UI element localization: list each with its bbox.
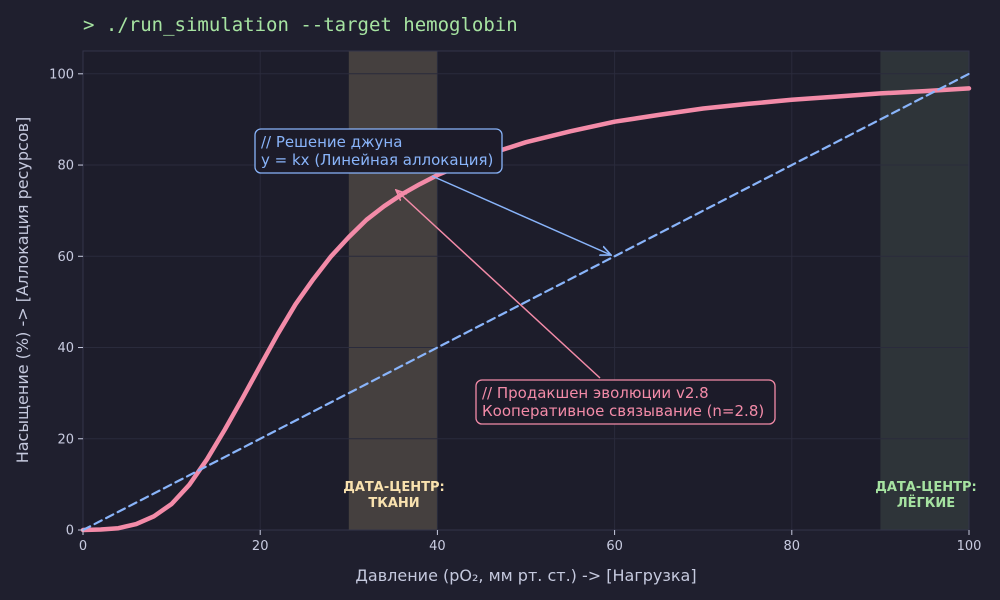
x-tick-label: 100 bbox=[957, 539, 982, 554]
x-axis-label: Давление (pO₂, мм рт. ст.) -> [Нагрузка] bbox=[355, 566, 696, 585]
junior-annotation-line1: // Решение джуна bbox=[261, 133, 402, 151]
axis-ticks: 0 20 40 60 80 100 0 20 40 60 80 100 bbox=[49, 67, 981, 554]
evolution-annotation-box bbox=[475, 379, 776, 425]
plot-area bbox=[83, 51, 969, 530]
x-tick-label: 40 bbox=[429, 539, 446, 554]
page-title: > ./run_simulation --target hemoglobin bbox=[83, 14, 518, 36]
junior-annotation-arrow bbox=[431, 175, 611, 255]
evolution-annotation-line1: // Продакшен эволюции v2.8 bbox=[482, 384, 709, 402]
evolution-annotation-arrow bbox=[396, 190, 601, 379]
x-tick-label: 80 bbox=[784, 539, 801, 554]
y-tick-label: 40 bbox=[57, 341, 74, 356]
y-axis-label: Насыщение (%) -> [Аллокация ресурсов] bbox=[13, 117, 32, 464]
plot-frame bbox=[82, 50, 970, 531]
lung-zone-band bbox=[880, 51, 969, 530]
evolution-annotation-line2: Кооперативное связывание (n=2.8) bbox=[482, 402, 764, 420]
y-tick-label: 60 bbox=[57, 250, 74, 265]
tissue-zone-band bbox=[348, 51, 438, 530]
tissue-zone-label-line2: ТКАНИ bbox=[368, 496, 419, 511]
junior-annotation-box bbox=[254, 128, 503, 174]
lung-zone-label-line2: ЛЁГКИЕ bbox=[897, 495, 955, 511]
x-tick-label: 60 bbox=[606, 539, 623, 554]
lung-zone-label-line1: ДАТА-ЦЕНТР: bbox=[875, 480, 976, 495]
series-layer bbox=[80, 72, 972, 533]
tissue-zone-label-line1: ДАТА-ЦЕНТР: bbox=[343, 480, 444, 495]
y-tick-label: 20 bbox=[57, 432, 74, 447]
junior-annotation-line2: y = kx (Линейная аллокация) bbox=[261, 151, 493, 169]
x-tick-label: 0 bbox=[79, 539, 87, 554]
y-tick-label: 0 bbox=[66, 524, 74, 539]
linear-allocation-line bbox=[81, 72, 971, 532]
y-tick-label: 100 bbox=[49, 67, 74, 82]
y-tick-label: 80 bbox=[57, 159, 74, 174]
x-tick-label: 20 bbox=[252, 539, 269, 554]
cooperative-binding-curve bbox=[80, 86, 972, 533]
